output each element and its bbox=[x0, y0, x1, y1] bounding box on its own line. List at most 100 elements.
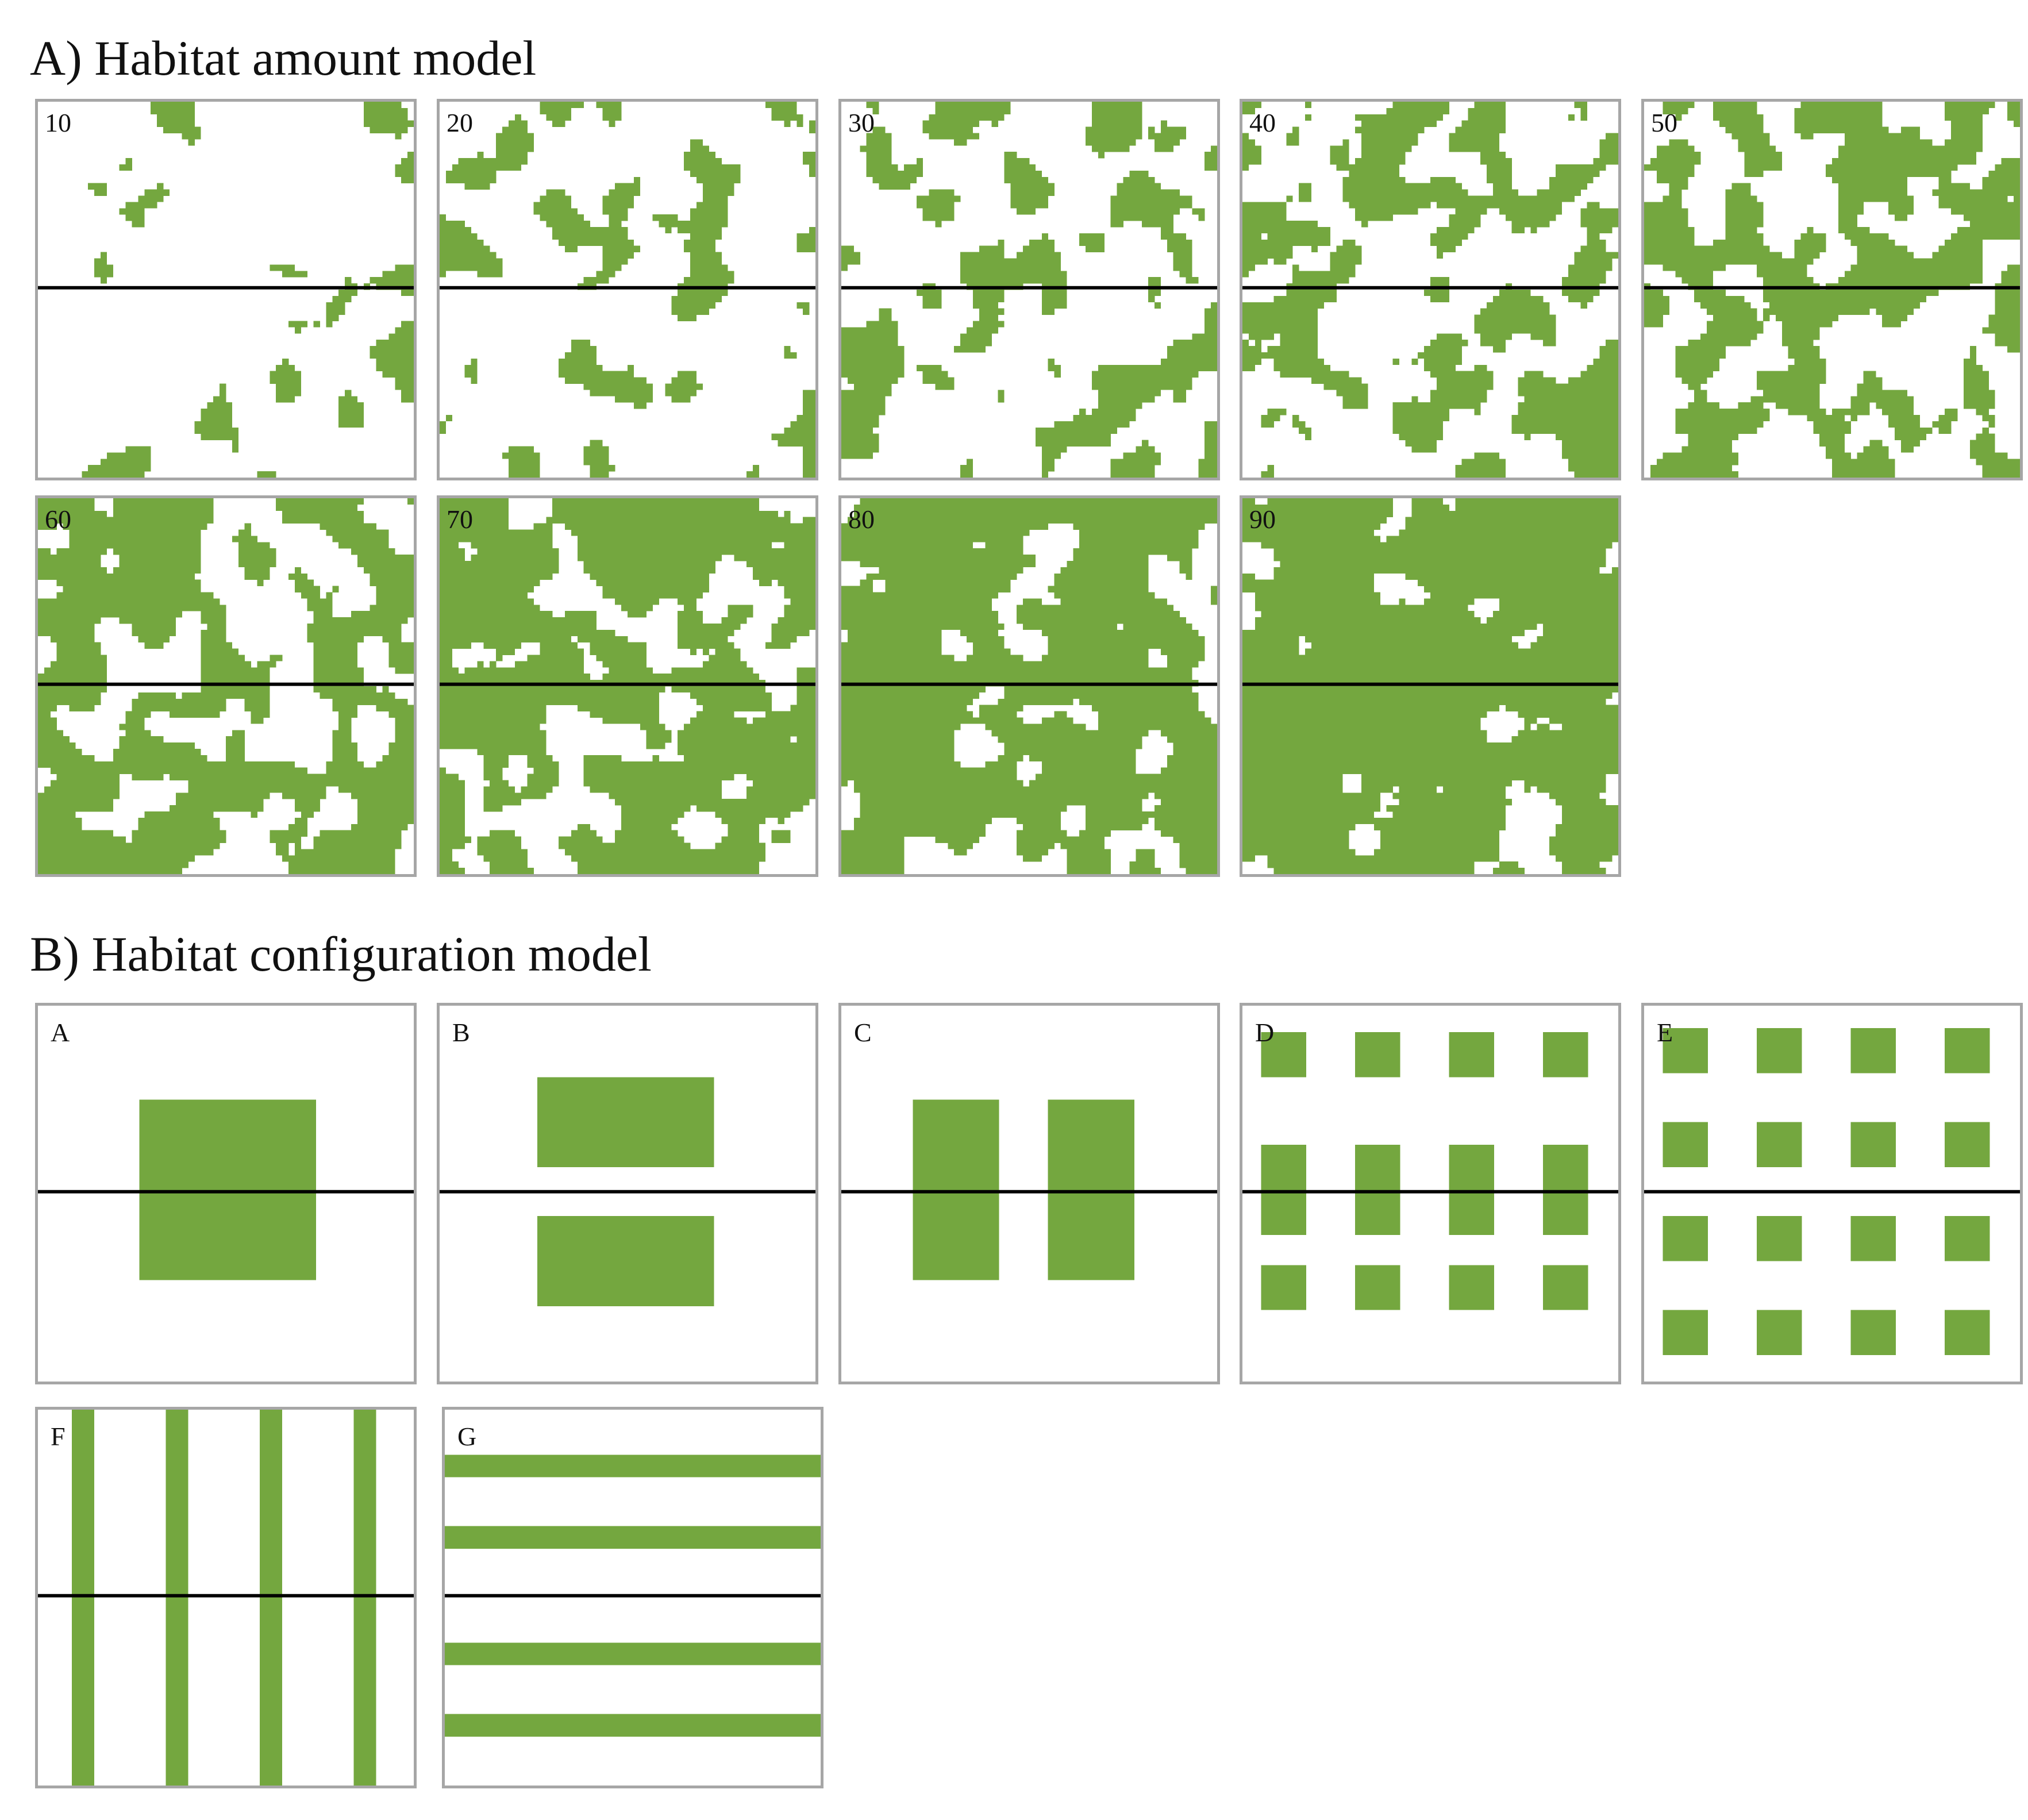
habitat-patch bbox=[332, 536, 389, 542]
habitat-patch bbox=[132, 624, 176, 630]
habitat-patch bbox=[388, 711, 414, 718]
habitat-patch bbox=[972, 642, 1005, 649]
habitat-patch bbox=[1561, 446, 1618, 453]
habitat-patch bbox=[1988, 321, 2020, 328]
habitat-patch bbox=[1160, 767, 1217, 774]
habitat-patch bbox=[483, 786, 515, 793]
habitat-patch bbox=[1336, 245, 1362, 252]
habitat-patch bbox=[1261, 1032, 1307, 1078]
habitat-patch bbox=[1273, 567, 1600, 574]
habitat-patch bbox=[440, 517, 509, 524]
panel-label: 40 bbox=[1249, 108, 1276, 137]
habitat-patch bbox=[38, 799, 114, 806]
habitat-patch bbox=[1430, 233, 1468, 240]
habitat-patch bbox=[1707, 321, 1764, 328]
habitat-patch bbox=[559, 239, 634, 247]
habitat-patch bbox=[841, 698, 973, 706]
habitat-patch bbox=[188, 786, 326, 793]
habitat-patch bbox=[866, 133, 892, 140]
habitat-patch bbox=[967, 459, 973, 465]
habitat-patch bbox=[1587, 227, 1613, 234]
habitat-patch bbox=[294, 842, 302, 849]
habitat-patch bbox=[602, 107, 622, 115]
habitat-patch bbox=[1474, 409, 1481, 415]
habitat-patch bbox=[1561, 724, 1618, 730]
habitat-patch bbox=[628, 364, 634, 372]
habitat-patch bbox=[163, 126, 201, 133]
panel-label: 60 bbox=[45, 505, 71, 534]
habitat-patch bbox=[935, 221, 942, 228]
habitat-patch bbox=[540, 214, 584, 221]
habitat-patch bbox=[282, 271, 308, 278]
habitat-patch bbox=[1242, 674, 1618, 680]
habitat-patch bbox=[1857, 383, 1883, 390]
habitat-patch bbox=[841, 340, 898, 347]
habitat-patch bbox=[440, 730, 547, 737]
habitat-patch bbox=[602, 202, 634, 209]
habitat-patch bbox=[1493, 868, 1525, 874]
habitat-patch bbox=[540, 642, 578, 649]
habitat-patch bbox=[1800, 133, 1814, 140]
habitat-patch bbox=[38, 504, 95, 511]
habitat-patch bbox=[879, 308, 892, 315]
habitat-patch bbox=[803, 471, 815, 478]
habitat-patch bbox=[1499, 290, 1531, 297]
habitat-patch bbox=[1995, 295, 2020, 303]
habitat-patch bbox=[2007, 346, 2020, 353]
habitat-patch bbox=[1794, 120, 1883, 127]
habitat-patch bbox=[1543, 1144, 1588, 1235]
habitat-patch bbox=[1342, 396, 1368, 403]
habitat-patch bbox=[1380, 842, 1500, 849]
habitat-patch bbox=[552, 120, 565, 127]
habitat-patch bbox=[1054, 371, 1061, 378]
habitat-patch bbox=[1788, 364, 1826, 372]
habitat-patch bbox=[753, 780, 815, 787]
habitat-patch bbox=[841, 352, 905, 359]
habitat-patch bbox=[841, 711, 973, 718]
habitat-patch bbox=[929, 189, 955, 196]
habitat-patch bbox=[1480, 152, 1506, 159]
habitat-patch bbox=[1938, 427, 1952, 434]
habitat-patch bbox=[382, 636, 402, 643]
habitat-patch bbox=[1192, 333, 1217, 340]
habitat-patch bbox=[357, 817, 414, 825]
habitat-patch bbox=[38, 811, 76, 818]
habitat-patch bbox=[313, 611, 333, 618]
habitat-patch bbox=[50, 636, 95, 643]
habitat-patch bbox=[38, 674, 107, 680]
habitat-patch bbox=[1179, 849, 1217, 856]
habitat-patch bbox=[1449, 221, 1481, 228]
habitat-patch bbox=[533, 208, 578, 215]
habitat-patch bbox=[1593, 158, 1618, 165]
habitat-patch bbox=[1136, 446, 1155, 453]
habitat-patch bbox=[1035, 440, 1111, 447]
habitat-patch bbox=[38, 598, 220, 605]
habitat-patch bbox=[38, 761, 295, 768]
habitat-patch bbox=[440, 498, 509, 505]
habitat-patch bbox=[508, 465, 540, 472]
habitat-patch bbox=[1580, 214, 1618, 221]
habitat-patch bbox=[320, 692, 395, 699]
habitat-patch bbox=[1242, 233, 1262, 240]
habitat-patch bbox=[1004, 742, 1142, 749]
habitat-patch bbox=[1004, 152, 1017, 159]
habitat-patch bbox=[119, 736, 164, 743]
habitat-patch bbox=[1280, 340, 1318, 347]
habitat-patch bbox=[678, 598, 697, 605]
habitat-patch bbox=[1725, 189, 1751, 196]
habitat-patch bbox=[1079, 536, 1199, 542]
habitat-patch bbox=[841, 705, 967, 711]
habitat-patch bbox=[1599, 139, 1618, 146]
habitat-patch bbox=[1474, 314, 1556, 321]
habitat-patch bbox=[841, 661, 1149, 668]
habitat-patch bbox=[1242, 271, 1249, 278]
habitat-patch bbox=[1838, 145, 1983, 152]
habitat-patch bbox=[841, 390, 892, 397]
habitat-patch bbox=[201, 617, 226, 624]
habitat-patch bbox=[609, 792, 722, 799]
habitat-patch bbox=[1254, 624, 1537, 630]
habitat-patch bbox=[841, 836, 905, 843]
habitat-patch bbox=[659, 221, 728, 228]
habitat-patch bbox=[690, 214, 728, 221]
habitat-patch bbox=[678, 624, 741, 630]
